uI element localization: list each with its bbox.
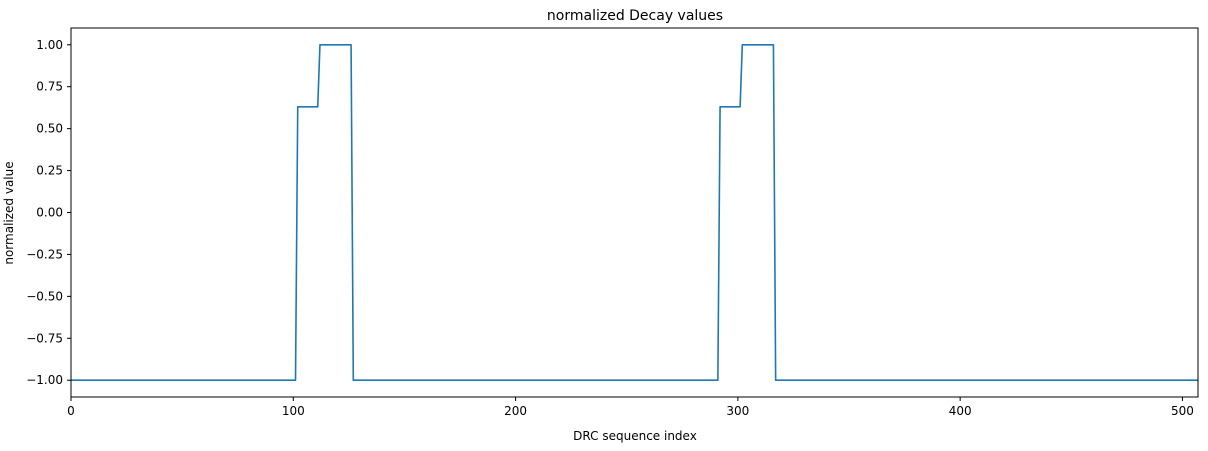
x-tick-label: 400 xyxy=(949,404,972,418)
series-line-0 xyxy=(71,43,1198,382)
y-tick-label: 1.00 xyxy=(36,38,63,52)
y-tick-label: −1.00 xyxy=(26,373,63,387)
y-tick-label: −0.25 xyxy=(26,247,63,261)
chart-title: normalized Decay values xyxy=(547,8,723,24)
y-tick-label: 0.50 xyxy=(36,122,63,136)
plot-frame xyxy=(70,27,1199,398)
y-tick-label: −0.50 xyxy=(26,289,63,303)
x-tick-label: 0 xyxy=(67,404,75,418)
plot-area xyxy=(71,43,1198,382)
x-axis: 0 100 200 300 400 500 xyxy=(67,397,1194,418)
y-tick-label: 0.00 xyxy=(36,206,63,220)
y-axis: −1.00 −0.75 −0.50 −0.25 0.00 0.25 0.50 0.75 1.00 xyxy=(26,38,71,387)
x-tick-label: 200 xyxy=(504,404,527,418)
y-axis-label: normalized value xyxy=(2,161,16,264)
y-tick-label: 0.75 xyxy=(36,80,63,94)
x-axis-label: DRC sequence index xyxy=(573,429,697,443)
x-tick-label: 300 xyxy=(726,404,749,418)
y-tick-label: −0.75 xyxy=(26,331,63,345)
x-tick-label: 500 xyxy=(1171,404,1194,418)
y-tick-label: 0.25 xyxy=(36,164,63,178)
x-tick-label: 100 xyxy=(282,404,305,418)
